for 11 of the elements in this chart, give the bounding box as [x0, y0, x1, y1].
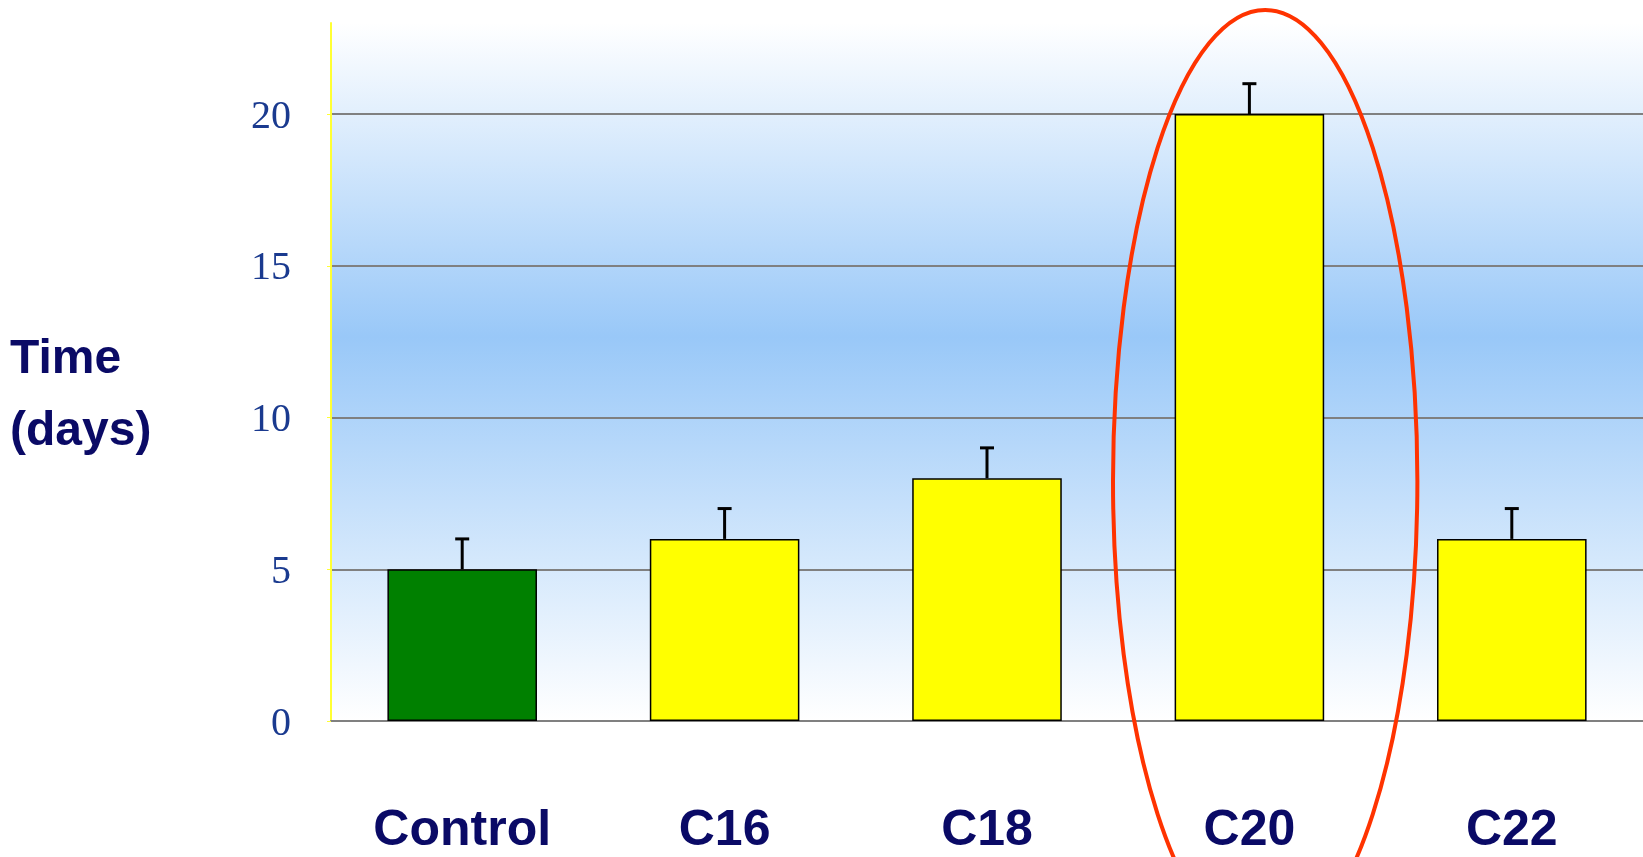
y-tick-label: 0: [271, 698, 291, 744]
y-tick-label: 5: [271, 546, 291, 592]
x-tick-label: C20: [1203, 800, 1296, 856]
y-tick-label: 20: [251, 91, 291, 137]
x-tick-label: C18: [941, 800, 1033, 856]
x-tick-label: C22: [1465, 800, 1558, 856]
x-tick-label: C16: [678, 800, 771, 856]
y-tick-label: 10: [251, 395, 291, 441]
y-tick-label: 15: [251, 243, 291, 289]
y-axis-title: Time (days): [10, 329, 152, 455]
x-tick-label: Control: [373, 800, 552, 856]
